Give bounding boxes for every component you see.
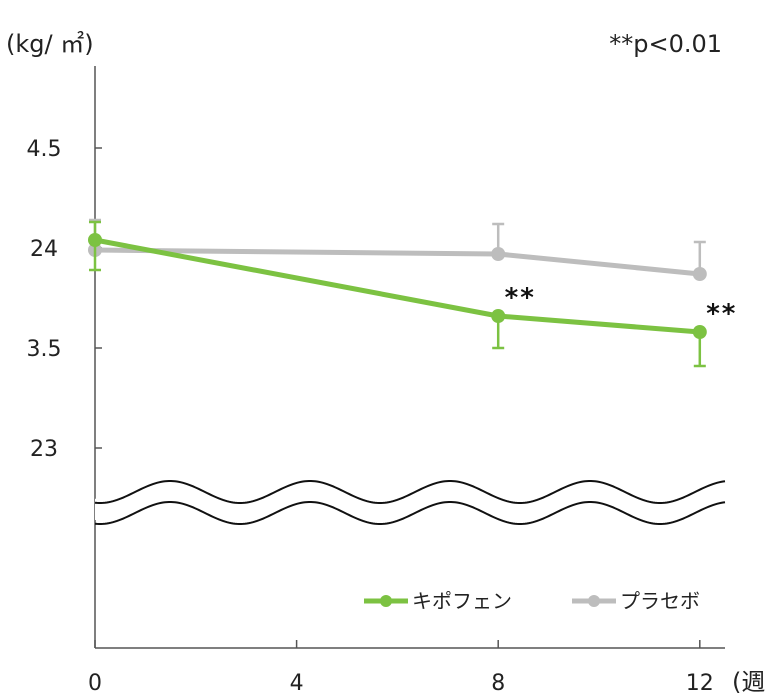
legend-item: キポフェン: [364, 589, 512, 613]
significance-marker: **: [706, 299, 737, 329]
data-point: [491, 247, 506, 261]
legend-swatch-marker: [588, 595, 600, 607]
x-tick-label: 8: [491, 671, 505, 696]
axis-break-symbol: [94, 477, 726, 525]
data-point: [692, 267, 707, 281]
x-tick-label: 4: [290, 671, 304, 696]
legend-item: プラセボ: [572, 589, 700, 613]
y-axis-unit-label: (kg/ ㎡): [6, 30, 94, 58]
significance-note: **p<0.01: [609, 30, 722, 58]
axis-break-line-upper: [94, 480, 726, 504]
data-point: [692, 325, 707, 339]
data-point: [491, 309, 506, 323]
data-point: [88, 233, 102, 247]
x-tick-label: 0: [88, 671, 102, 696]
significance-marker: **: [505, 283, 536, 313]
series-layer: ** **: [88, 218, 737, 368]
x-axis-unit-label: (週: [732, 668, 765, 696]
series-line: [94, 247, 701, 277]
axis-break-fill: [95, 477, 725, 520]
x-tick-label: 12: [686, 671, 714, 696]
legend-label: キポフェン: [412, 589, 512, 613]
y-tick-label: 3.5: [27, 337, 62, 362]
y-tick-label: 23: [30, 437, 58, 462]
y-tick-label: 24: [30, 237, 58, 262]
series-placebo: [88, 218, 707, 281]
y-axis-ticks: 4.5 24 3.5 23: [27, 137, 102, 462]
legend-label: プラセボ: [620, 589, 700, 613]
x-axis-ticks: 0 4 8 12: [88, 640, 714, 696]
legend-swatch-marker: [380, 595, 392, 607]
series-kipofen: ** **: [88, 220, 737, 368]
y-tick-label: 4.5: [27, 137, 62, 162]
axis-break-line-lower: [94, 501, 726, 525]
legend: キポフェン プラセボ: [364, 589, 700, 613]
